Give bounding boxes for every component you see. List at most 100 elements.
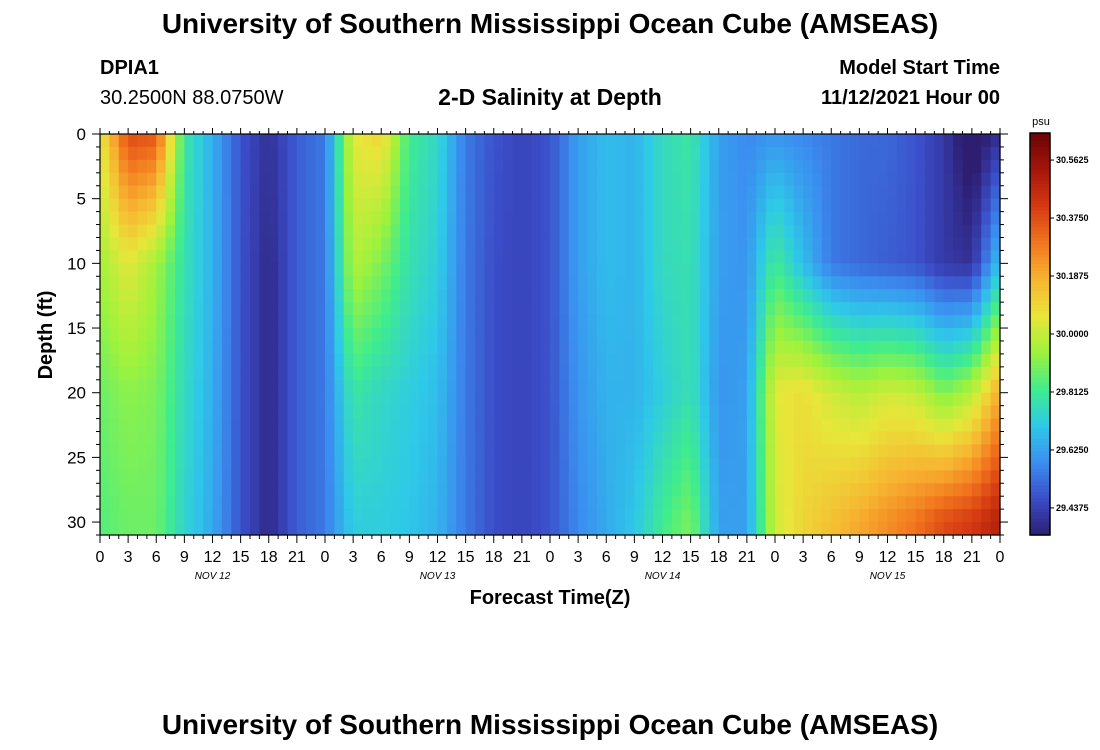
heatmap-cell — [343, 224, 354, 239]
heatmap-cell — [850, 134, 860, 148]
heatmap-cell — [437, 328, 448, 342]
heatmap-cell — [343, 340, 354, 355]
heatmap-cell — [212, 470, 223, 484]
heatmap-cell — [109, 470, 120, 484]
heatmap-cell — [812, 392, 823, 407]
heatmap-cell — [625, 509, 635, 523]
colorbar-segment — [1030, 236, 1050, 241]
heatmap-cell — [859, 276, 870, 290]
heatmap-cell — [971, 198, 982, 213]
heatmap-cell — [943, 483, 954, 497]
heatmap-cell — [409, 431, 420, 446]
heatmap-cell — [184, 289, 195, 303]
heatmap-cell — [671, 134, 682, 148]
heatmap-cell — [493, 185, 504, 200]
heatmap-cell — [156, 392, 167, 407]
heatmap-cell — [568, 134, 579, 148]
heatmap-cell — [653, 185, 664, 200]
heatmap-cell — [118, 522, 129, 536]
heatmap-cell — [718, 470, 729, 484]
heatmap-cell — [353, 522, 364, 536]
heatmap-cell — [615, 328, 626, 342]
heatmap-cell — [465, 185, 476, 200]
heatmap-cell — [325, 392, 335, 407]
heatmap-cell — [981, 159, 992, 174]
heatmap-cell — [606, 496, 617, 510]
heatmap-cell — [981, 470, 992, 484]
heatmap-cell — [353, 263, 364, 277]
heatmap-cell — [325, 444, 335, 458]
heatmap-cell — [540, 444, 551, 458]
heatmap-cell — [371, 237, 382, 252]
x-tick-label: 6 — [152, 549, 161, 566]
heatmap-cell — [850, 250, 860, 264]
heatmap-cell — [531, 159, 542, 174]
heatmap-cell — [953, 224, 964, 239]
heatmap-cell — [971, 224, 982, 239]
heatmap-cell — [775, 146, 785, 161]
heatmap-cell — [812, 134, 823, 148]
heatmap-cell — [690, 366, 701, 381]
heatmap-cell — [456, 211, 467, 226]
heatmap-cell — [934, 224, 945, 239]
heatmap-cell — [709, 211, 720, 226]
heatmap-cell — [128, 418, 139, 433]
heatmap-cell — [203, 315, 214, 329]
heatmap-cell — [925, 198, 935, 213]
heatmap-cell — [296, 146, 307, 161]
heatmap-cell — [906, 418, 917, 433]
heatmap-cell — [128, 509, 139, 523]
heatmap-cell — [400, 509, 410, 523]
heatmap-cell — [765, 353, 776, 368]
colorbar-segment — [1030, 374, 1050, 379]
heatmap-cell — [175, 289, 185, 303]
heatmap-cell — [475, 315, 485, 329]
heatmap-cell — [981, 392, 992, 407]
heatmap-cell — [315, 198, 326, 213]
heatmap-cell — [962, 366, 973, 381]
heatmap-cell — [625, 276, 635, 290]
heatmap-cell — [878, 198, 889, 213]
heatmap-cell — [175, 418, 185, 433]
heatmap-cell — [334, 146, 345, 161]
heatmap-cell — [559, 289, 570, 303]
heatmap-cell — [625, 483, 635, 497]
heatmap-cell — [240, 289, 251, 303]
heatmap-cell — [653, 392, 664, 407]
heatmap-cell — [428, 340, 439, 355]
heatmap-cell — [925, 302, 935, 316]
heatmap-cell — [934, 522, 945, 536]
heatmap-cell — [381, 289, 392, 303]
heatmap-cell — [625, 340, 635, 355]
x-tick-label: 6 — [377, 549, 386, 566]
heatmap-cell — [156, 276, 167, 290]
heatmap-cell — [203, 353, 214, 368]
heatmap-cell — [812, 470, 823, 484]
heatmap-cell — [681, 146, 692, 161]
heatmap-cell — [203, 366, 214, 381]
heatmap-cell — [606, 211, 617, 226]
heatmap-cell — [306, 134, 317, 148]
heatmap-cell — [681, 237, 692, 252]
heatmap-cell — [175, 509, 185, 523]
colorbar-segment — [1030, 210, 1050, 214]
heatmap-cell — [503, 146, 514, 161]
heatmap-cell — [362, 289, 373, 303]
heatmap-cell — [484, 146, 495, 161]
heatmap-cell — [268, 470, 279, 484]
heatmap-cell — [353, 159, 364, 174]
heatmap-cell — [212, 418, 223, 433]
heatmap-cell — [596, 392, 607, 407]
heatmap-cell — [268, 224, 279, 239]
heatmap-cell — [793, 509, 804, 523]
heatmap-cell — [559, 211, 570, 226]
heatmap-cell — [925, 418, 935, 433]
heatmap-cell — [578, 237, 589, 252]
heatmap-cell — [306, 146, 317, 161]
heatmap-cell — [746, 250, 757, 264]
heatmap-cell — [428, 146, 439, 161]
heatmap-cell — [109, 198, 120, 213]
heatmap-cell — [278, 224, 289, 239]
heatmap-cell — [559, 470, 570, 484]
heatmap-cell — [278, 366, 289, 381]
